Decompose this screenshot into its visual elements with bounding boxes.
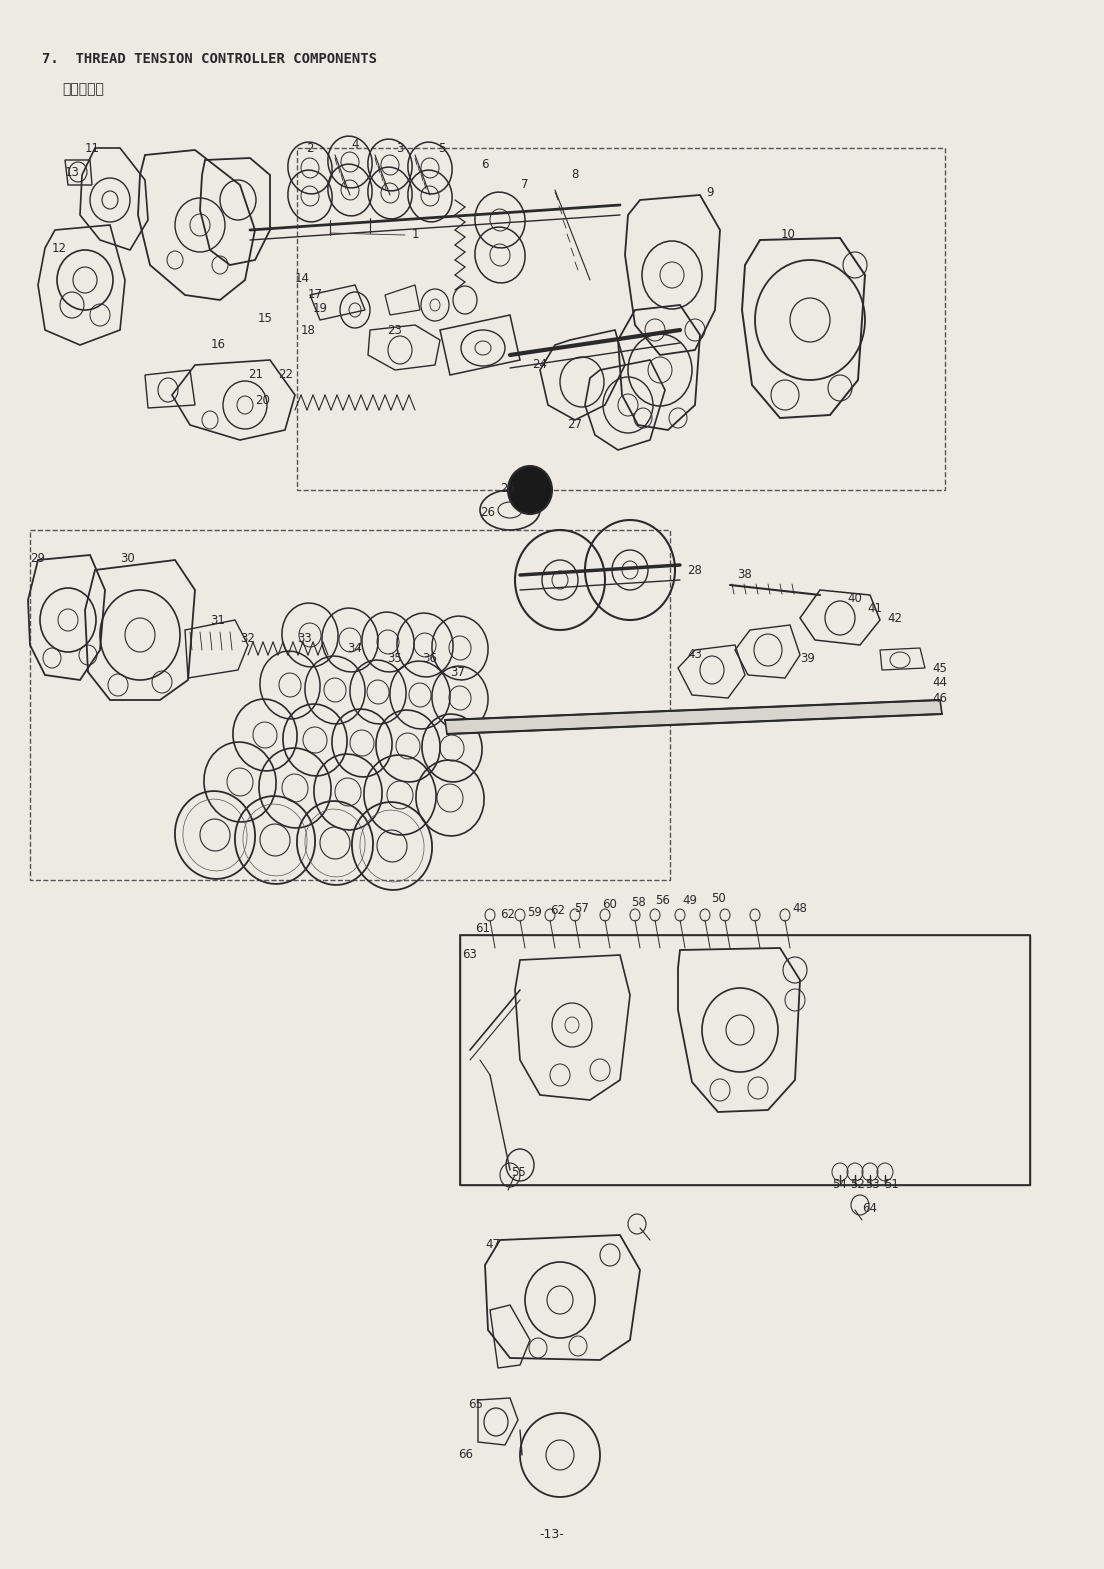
Text: 糸調子関係: 糸調子関係 (62, 82, 104, 96)
Bar (460, 935, 1030, 1185)
Ellipse shape (102, 191, 118, 209)
Text: 44: 44 (932, 676, 947, 689)
Text: 30: 30 (120, 551, 135, 565)
Text: 21: 21 (248, 369, 263, 381)
Text: 46: 46 (932, 692, 947, 704)
Text: 1: 1 (412, 229, 418, 242)
Text: 11: 11 (85, 141, 100, 154)
Text: 60: 60 (603, 899, 617, 912)
Text: 42: 42 (888, 612, 902, 624)
Text: 51: 51 (884, 1178, 900, 1191)
Text: 36: 36 (423, 651, 437, 665)
Text: 57: 57 (574, 902, 590, 915)
Text: 4: 4 (351, 138, 359, 152)
Text: 12: 12 (52, 242, 67, 254)
Text: 6: 6 (481, 158, 489, 171)
Text: 28: 28 (688, 563, 702, 576)
Text: 41: 41 (868, 601, 882, 615)
Text: 38: 38 (737, 568, 752, 582)
Text: 3: 3 (396, 141, 404, 154)
Text: 61: 61 (475, 921, 490, 935)
Text: 48: 48 (793, 902, 807, 915)
Text: 62: 62 (500, 908, 516, 921)
Text: 23: 23 (388, 323, 403, 336)
Text: 16: 16 (211, 339, 225, 351)
Text: 47: 47 (485, 1238, 500, 1252)
Text: 25: 25 (500, 482, 516, 494)
Text: 29: 29 (30, 551, 45, 565)
Text: 20: 20 (255, 394, 269, 406)
Text: 40: 40 (848, 592, 862, 604)
Text: 5: 5 (438, 141, 446, 154)
Ellipse shape (508, 466, 552, 515)
Text: 64: 64 (862, 1202, 877, 1214)
Text: 7.  THREAD TENSION CONTROLLER COMPONENTS: 7. THREAD TENSION CONTROLLER COMPONENTS (42, 52, 376, 66)
Text: 18: 18 (300, 323, 316, 336)
Text: 50: 50 (711, 891, 725, 904)
Text: 7: 7 (521, 179, 529, 191)
Text: 66: 66 (458, 1448, 473, 1461)
Text: 52: 52 (850, 1178, 866, 1191)
Text: 43: 43 (688, 648, 702, 662)
Text: 10: 10 (781, 229, 796, 242)
Text: 9: 9 (707, 185, 714, 199)
Text: 37: 37 (450, 665, 466, 678)
Text: 33: 33 (298, 631, 312, 645)
Text: 13: 13 (65, 166, 79, 179)
Text: 58: 58 (630, 896, 646, 910)
Text: 35: 35 (388, 651, 402, 665)
Text: 53: 53 (866, 1178, 880, 1191)
Text: 59: 59 (528, 905, 542, 918)
Text: 34: 34 (348, 642, 362, 654)
Text: 27: 27 (567, 419, 583, 431)
Text: 8: 8 (571, 168, 578, 182)
Text: 2: 2 (306, 141, 314, 154)
Bar (460, 935, 1030, 1185)
Polygon shape (445, 700, 942, 734)
Text: 32: 32 (241, 631, 255, 645)
Text: 19: 19 (312, 301, 328, 314)
Text: 22: 22 (278, 369, 293, 381)
Text: 54: 54 (832, 1178, 848, 1191)
Text: 45: 45 (932, 662, 947, 675)
Text: 65: 65 (468, 1398, 482, 1412)
Text: 49: 49 (682, 893, 698, 907)
Text: -13-: -13- (540, 1528, 564, 1541)
Text: 14: 14 (295, 271, 309, 284)
Text: 62: 62 (551, 904, 565, 916)
Text: 55: 55 (511, 1166, 526, 1178)
Text: 24: 24 (532, 358, 548, 372)
Text: 15: 15 (257, 312, 273, 325)
Text: 56: 56 (656, 894, 670, 907)
Text: 26: 26 (480, 505, 496, 518)
Text: 63: 63 (461, 949, 477, 962)
Text: 17: 17 (308, 289, 322, 301)
Text: 31: 31 (211, 613, 225, 626)
Text: 39: 39 (800, 651, 816, 665)
